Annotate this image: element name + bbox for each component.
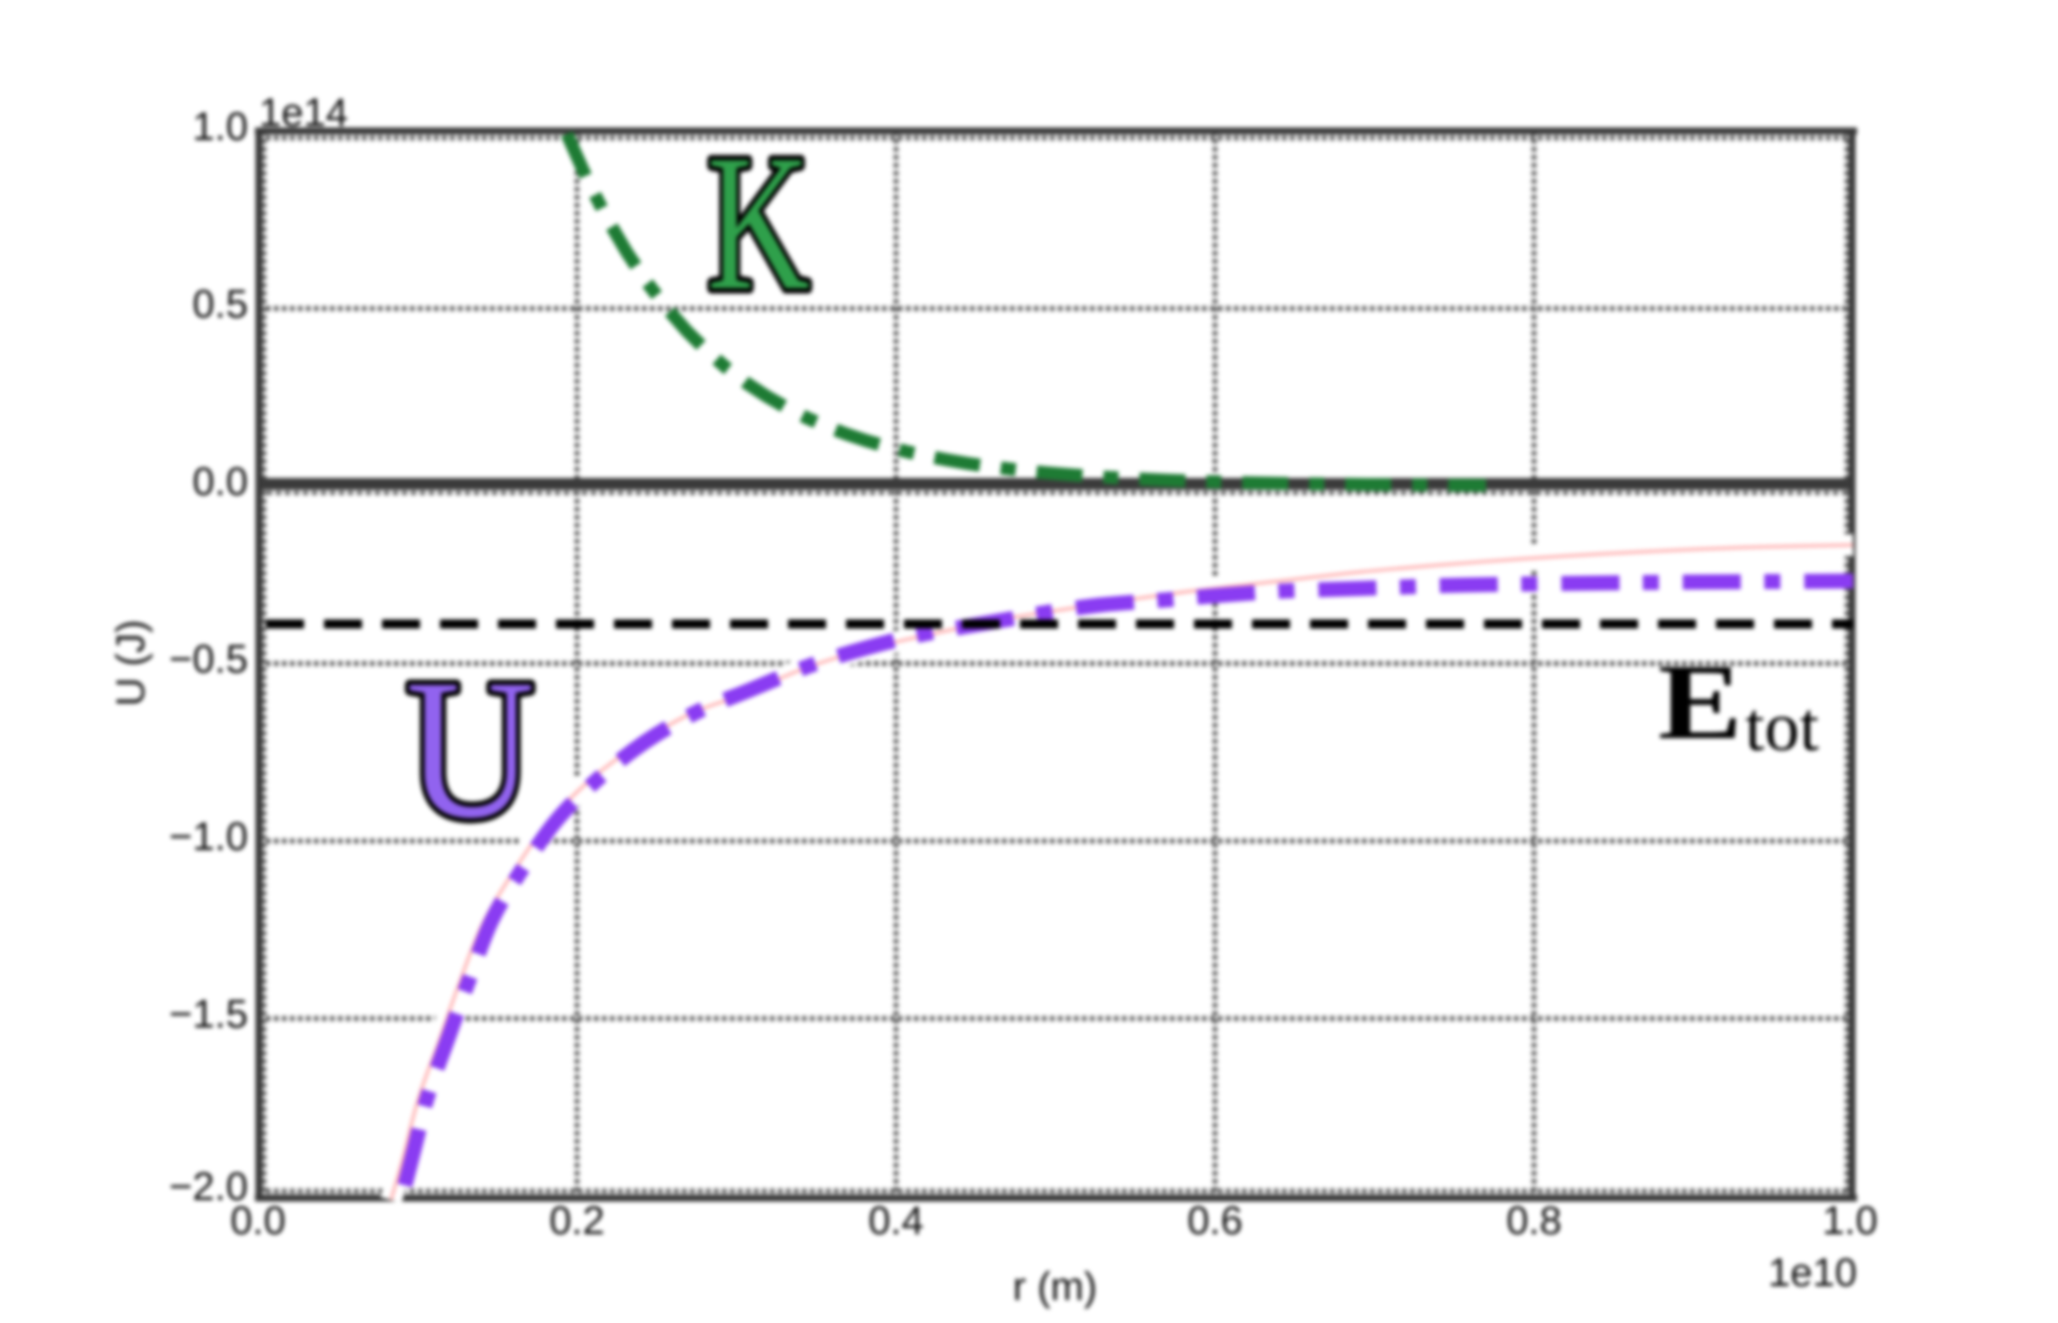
svg-text:−0.5: −0.5 [169,638,248,682]
svg-text:0.0: 0.0 [230,1199,286,1243]
svg-text:1.0: 1.0 [192,105,248,149]
svg-text:−2.0: −2.0 [169,1165,248,1209]
svg-text:1.0: 1.0 [1822,1199,1878,1243]
svg-text:r (m): r (m) [1013,1265,1097,1309]
svg-text:0.0: 0.0 [192,460,248,504]
svg-text:0.6: 0.6 [1187,1199,1243,1243]
svg-text:K: K [707,114,810,330]
svg-text:0.4: 0.4 [868,1199,924,1243]
svg-text:0.8: 0.8 [1506,1199,1562,1243]
svg-text:−1.5: −1.5 [169,993,248,1037]
svg-text:1e14: 1e14 [259,91,348,135]
svg-text:0.2: 0.2 [549,1199,605,1243]
svg-text:U: U [406,637,535,859]
svg-text:E: E [1658,642,1742,761]
svg-text:0.5: 0.5 [192,283,248,327]
svg-text:1e10: 1e10 [1768,1251,1857,1295]
svg-text:U (J): U (J) [109,620,153,707]
svg-text:tot: tot [1745,689,1819,766]
svg-text:−1.0: −1.0 [169,815,248,859]
